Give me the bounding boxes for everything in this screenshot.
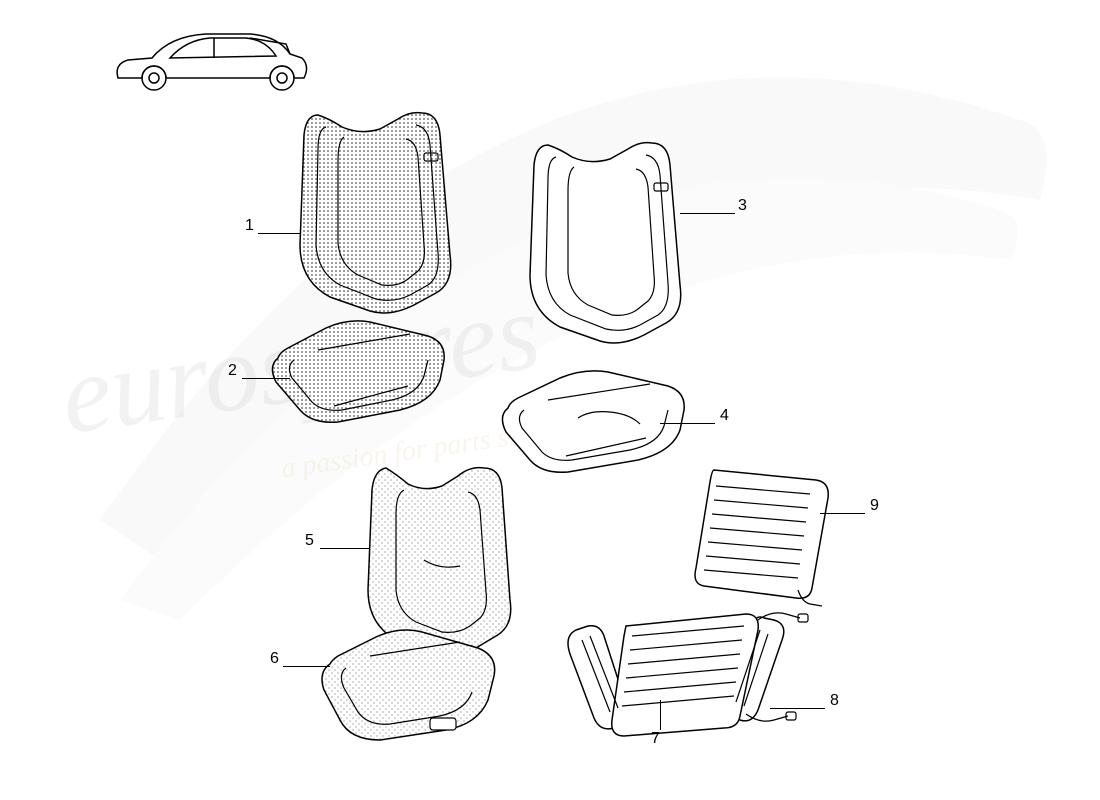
part-backrest-cover-plain (520, 135, 690, 345)
diagram-canvas: eurospares a passion for parts since 198… (0, 0, 1100, 800)
leader-6 (283, 666, 330, 667)
part-seat-cushion-cover-plain (490, 360, 690, 480)
callout-label-2: 2 (228, 362, 237, 380)
callout-label-3: 3 (738, 197, 747, 215)
callout-label-6: 6 (270, 650, 279, 668)
part-seat-heating-element (560, 600, 820, 750)
leader-1 (258, 233, 300, 234)
car-silhouette-icon (110, 20, 310, 100)
part-backrest-cover-textured (290, 105, 460, 315)
part-backrest-heating-element (690, 460, 840, 610)
part-seat-cushion-cover-textured (260, 310, 450, 430)
callout-label-8: 8 (830, 692, 839, 710)
callout-label-4: 4 (720, 407, 729, 425)
callout-label-9: 9 (870, 497, 879, 515)
leader-5 (320, 548, 370, 549)
callout-label-5: 5 (305, 532, 314, 550)
leader-9 (820, 513, 865, 514)
part-seat-cushion-foam-pad (310, 620, 500, 750)
callout-label-1: 1 (245, 217, 254, 235)
callout-label-7: 7 (651, 730, 660, 748)
leader-4 (660, 423, 715, 424)
leader-8 (770, 708, 825, 709)
leader-2 (242, 378, 290, 379)
leader-3 (680, 213, 735, 214)
leader-7 (660, 700, 661, 730)
